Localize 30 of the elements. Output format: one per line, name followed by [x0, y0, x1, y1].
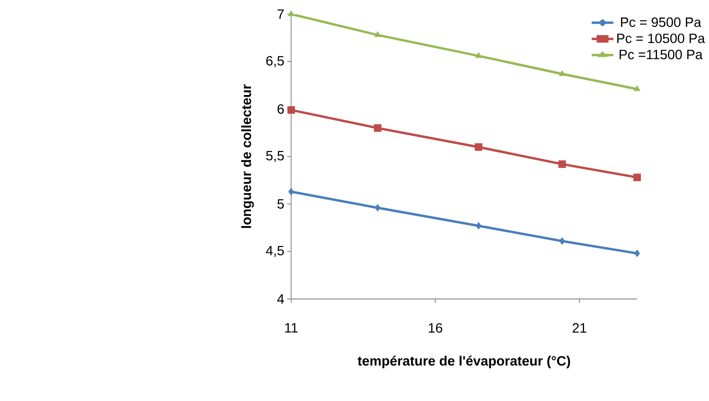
x-axis-title: température de l'évaporateur (°C): [358, 355, 570, 368]
y-tick-label: 6,5: [266, 56, 284, 67]
legend-label: Pc = 10500 Pa: [617, 33, 706, 43]
x-tick-label: 16: [428, 322, 442, 332]
point: [287, 106, 295, 114]
y-tick-label: 5,5: [266, 150, 284, 162]
point: [633, 173, 641, 181]
legend-label: Pc = 9500 Pa: [621, 17, 702, 27]
point: [374, 124, 382, 132]
point: [374, 30, 381, 37]
point: [558, 70, 566, 76]
point: [558, 160, 566, 168]
point: [476, 222, 482, 230]
x-tick-label: 11: [285, 322, 298, 332]
y-tick-label: 7: [278, 9, 284, 18]
point: [634, 85, 640, 91]
point: [288, 188, 294, 196]
y-tick-label: 4: [277, 294, 284, 304]
y-tick-label: 4,5: [266, 246, 284, 257]
point: [474, 143, 482, 151]
y-tick-label: 5: [277, 199, 284, 208]
point: [288, 10, 294, 16]
legend-label: Pc =11500 Pa: [620, 50, 703, 60]
x-tick-label: 21: [572, 322, 586, 332]
point: [559, 237, 566, 245]
y-axis-title: longueur de collecteur: [241, 84, 254, 228]
y-tick-label: 6: [278, 104, 284, 114]
point: [475, 52, 482, 58]
point: [374, 204, 381, 212]
point: [634, 249, 640, 257]
